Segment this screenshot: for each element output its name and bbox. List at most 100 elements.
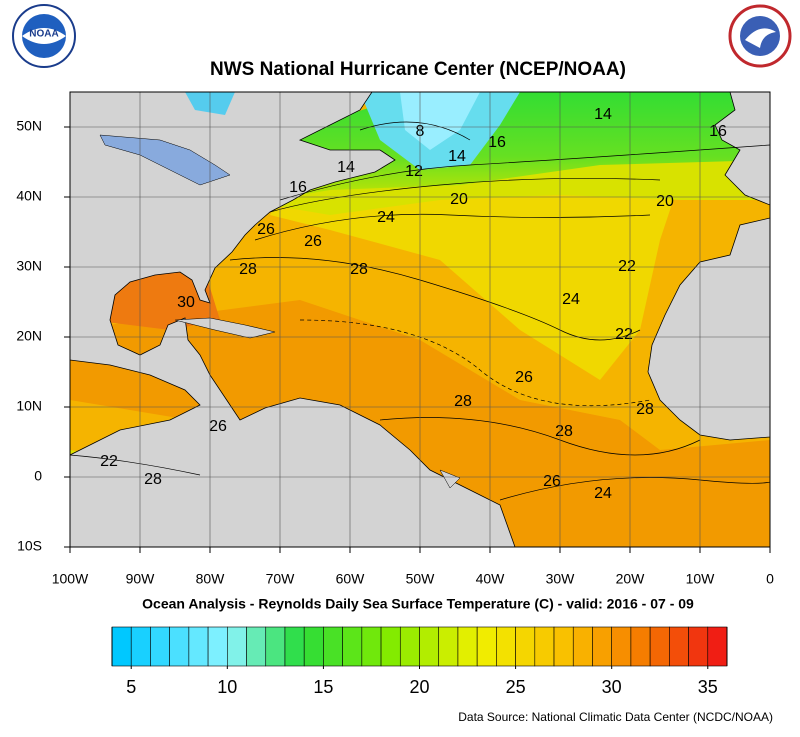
colorbar-label: 20 xyxy=(409,677,429,697)
colorbar-cell xyxy=(361,626,382,667)
svg-text:NOAA: NOAA xyxy=(29,29,58,40)
colorbar-cell xyxy=(630,626,651,667)
contour-label: 26 xyxy=(209,418,227,435)
contour-label: 28 xyxy=(350,261,368,278)
colorbar-label: 35 xyxy=(698,677,718,697)
y-tick-label: 10S xyxy=(17,538,42,554)
y-tick-label: 40N xyxy=(16,188,42,204)
grid xyxy=(70,92,770,547)
colorbar-cell xyxy=(649,626,670,667)
y-tick-label: 20N xyxy=(16,328,42,344)
colorbar-cell xyxy=(419,626,440,667)
x-tick-label: 40W xyxy=(476,571,506,587)
x-tick-label: 10W xyxy=(686,571,716,587)
colorbar-cell xyxy=(515,626,536,667)
colorbar-cell xyxy=(707,626,728,667)
contour-label: 30 xyxy=(177,294,195,311)
contour-label: 24 xyxy=(562,291,580,308)
contour-label: 26 xyxy=(515,369,533,386)
contour-label: 28 xyxy=(555,423,573,440)
contour-label: 16 xyxy=(709,123,727,140)
x-tick-label: 90W xyxy=(126,571,156,587)
x-tick-label: 80W xyxy=(196,571,226,587)
europe-land xyxy=(714,92,770,206)
contour-label: 24 xyxy=(377,209,395,226)
colorbar-cell xyxy=(534,626,555,667)
africa-land xyxy=(647,217,770,441)
title: NWS National Hurricane Center (NCEP/NOAA… xyxy=(210,59,626,80)
contour-label: 26 xyxy=(543,473,561,490)
contour-label: 14 xyxy=(448,148,466,165)
colorbar-label: 15 xyxy=(313,677,333,697)
y-tick-label: 0 xyxy=(34,468,42,484)
nws-logo xyxy=(728,4,792,68)
colorbar-cell xyxy=(380,626,401,667)
noaa-logo: NOAA xyxy=(12,4,76,68)
x-tick-label: 70W xyxy=(266,571,296,587)
contour-label: 14 xyxy=(594,106,612,123)
colorbar-cell xyxy=(592,626,612,667)
colorbar-cell xyxy=(688,626,709,667)
colorbar-cell xyxy=(169,626,190,667)
colorbar-cell xyxy=(150,626,170,667)
data-source: Data Source: National Climatic Data Cent… xyxy=(458,710,773,724)
colorbar-cell xyxy=(227,626,247,667)
contour-label: 28 xyxy=(239,261,257,278)
yellow-zone xyxy=(270,175,680,380)
x-tick-label: 100W xyxy=(52,571,89,587)
colorbar-cell xyxy=(438,626,459,667)
colorbar-cell xyxy=(188,626,209,667)
x-tick-label: 0 xyxy=(766,571,774,587)
colorbar-cell xyxy=(496,626,516,667)
contour-label: 28 xyxy=(454,393,472,410)
contour-label: 16 xyxy=(488,134,506,151)
marajo xyxy=(439,469,461,489)
colorbar-cell xyxy=(669,626,689,667)
colorbar-label: 30 xyxy=(602,677,622,697)
colorbar-cell xyxy=(342,626,363,667)
colorbar-cell xyxy=(130,626,151,667)
colorbar: 5 10 15 20 25 30 35 xyxy=(111,626,728,697)
contour-label: 28 xyxy=(144,471,162,488)
x-tick-label: 50W xyxy=(406,571,436,587)
x-tick-label: 30W xyxy=(546,571,576,587)
contour-label: 12 xyxy=(405,163,423,180)
colorbar-label: 25 xyxy=(506,677,526,697)
x-tick-label: 20W xyxy=(616,571,646,587)
colorbar-cell xyxy=(265,626,286,667)
contour-label: 22 xyxy=(615,326,633,343)
contour-label: 28 xyxy=(636,401,654,418)
contour-label: 22 xyxy=(100,453,118,470)
colorbar-cell xyxy=(246,626,267,667)
axes: 100W 90W 80W 70W 60W 50W 40W 30W 20W 10W 0 50N 40N 30… xyxy=(16,118,774,587)
colorbar-cell xyxy=(572,626,593,667)
subtitle: Ocean Analysis - Reynolds Daily Sea Surf… xyxy=(142,596,694,612)
y-tick-label: 30N xyxy=(16,258,42,274)
contour-label: 16 xyxy=(289,179,307,196)
contour-label: 26 xyxy=(257,221,275,238)
colorbar-cell xyxy=(207,626,228,667)
colorbar-cell xyxy=(303,626,324,667)
colorbar-cell xyxy=(323,626,343,667)
y-tick-label: 50N xyxy=(16,118,42,134)
colorbar-cell xyxy=(457,626,478,667)
y-tick-label: 10N xyxy=(16,398,42,414)
colorbar-label: 5 xyxy=(126,677,136,697)
contour-label: 14 xyxy=(337,159,355,176)
colorbar-cell xyxy=(476,626,497,667)
great-lakes xyxy=(99,134,231,186)
colorbar-cell xyxy=(399,626,420,667)
colorbar-cell xyxy=(284,626,305,667)
contour-label: 20 xyxy=(656,193,674,210)
contour-label: 24 xyxy=(594,485,612,502)
colorbar-cell xyxy=(111,626,132,667)
colorbar-label: 10 xyxy=(217,677,237,697)
cool-band xyxy=(270,150,770,215)
colorbar-cell xyxy=(611,626,632,667)
contour-label: 26 xyxy=(304,233,322,250)
colorbar-cell xyxy=(553,626,574,667)
x-tick-label: 60W xyxy=(336,571,366,587)
